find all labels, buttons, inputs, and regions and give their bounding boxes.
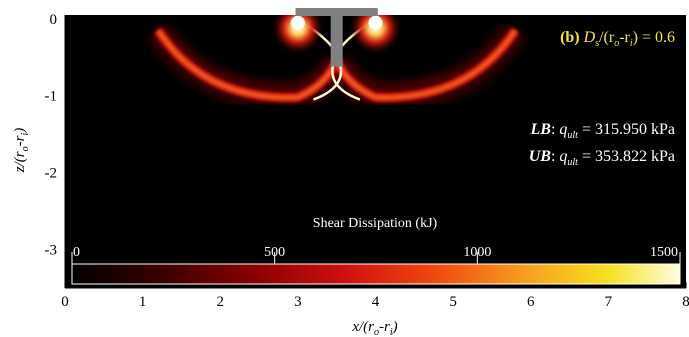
colorbar-tick-label: 1500 [650,245,678,260]
panel-label: (b) Ds/(ro-ri) = 0.6 [560,29,675,49]
upper-bound-result: UB: qult = 353.822 kPa [529,148,675,168]
footing [295,8,378,67]
x-axis-ticks: 0 1 2 3 4 5 6 7 8 [61,282,689,310]
y-tick-label: 0 [50,12,58,28]
footing-plate [295,8,378,16]
colorbar-title: Shear Dissipation (kJ) [313,216,438,231]
left-corner-glow [271,15,324,55]
x-tick-label: 1 [139,294,147,310]
left-lobe-core [156,29,339,100]
footing-stem [330,16,343,67]
y-tick-label: -1 [45,89,58,105]
left-corner-hotspot [290,15,305,30]
colorbar-tick-label: 0 [73,245,80,260]
x-tick-label: 5 [449,294,457,310]
y-tick-label: -2 [45,166,58,182]
right-corner-glow [349,15,402,55]
x-tick-label: 7 [605,294,613,310]
colorbar-ticks: 0 500 1000 1500 [71,245,681,264]
x-axis-title: x/(ro-ri) [351,319,397,337]
x-tick-label: 6 [527,294,535,310]
colorbar [71,263,681,285]
y-axis-ticks: 0 -1 -2 -3 [45,12,71,281]
colorbar-tick-label: 1000 [463,245,491,260]
x-tick-label: 2 [217,294,225,310]
x-tick-label: 8 [682,294,689,310]
right-corner-hotspot [368,15,383,30]
y-tick-label: -3 [45,243,58,259]
colorbar-tick-label: 500 [264,245,285,260]
lower-bound-result: LB: qult = 315.950 kPa [530,121,676,141]
x-tick-label: 3 [294,294,302,310]
y-axis-title: z/(ro-ri) [12,128,31,173]
x-tick-label: 0 [61,294,69,310]
right-lobe-core [334,29,518,100]
x-tick-label: 4 [372,294,380,310]
